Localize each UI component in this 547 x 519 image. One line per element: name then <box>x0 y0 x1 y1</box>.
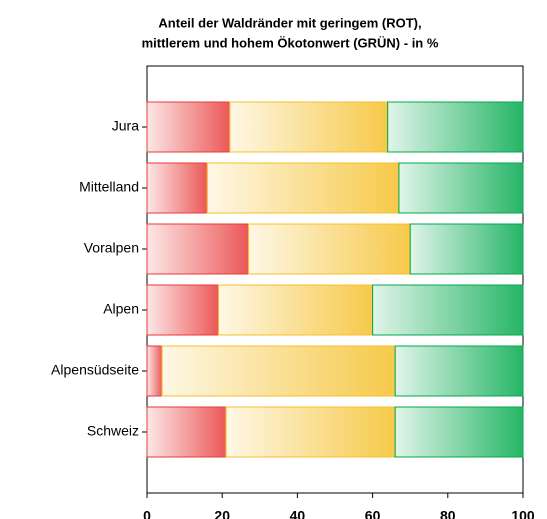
bar-segment <box>161 345 396 397</box>
bar-segment <box>146 284 219 336</box>
x-tick-label: 0 <box>143 508 151 519</box>
y-tick-label: Voralpen <box>84 240 139 256</box>
bar-segment <box>394 406 524 458</box>
y-tick-label: Alpensüdseite <box>51 362 139 378</box>
bar-segment <box>372 284 524 336</box>
bar-segment <box>146 345 163 397</box>
x-tick-label: 20 <box>214 508 230 519</box>
bar-segment <box>394 345 524 397</box>
bar-segment <box>229 101 389 153</box>
x-tick-label: 60 <box>365 508 381 519</box>
chart-title: Anteil der Waldränder mit geringem (ROT)… <box>158 15 421 30</box>
y-tick-label: Alpen <box>103 301 139 317</box>
bar-segment <box>409 223 524 275</box>
bar-segment <box>146 223 250 275</box>
bar-segment <box>217 284 374 336</box>
bar-segment <box>248 223 411 275</box>
x-tick-label: 100 <box>511 508 535 519</box>
y-tick-label: Mittelland <box>79 179 139 195</box>
bar-segment <box>387 101 524 153</box>
bar-segment <box>206 162 400 214</box>
y-tick-label: Schweiz <box>87 423 139 439</box>
bar-segment <box>225 406 396 458</box>
y-tick-label: Jura <box>112 118 139 134</box>
x-tick-label: 40 <box>290 508 306 519</box>
x-tick-label: 80 <box>440 508 456 519</box>
bar-segment <box>398 162 524 214</box>
bar-segment <box>146 406 227 458</box>
bar-segment <box>146 101 231 153</box>
plot-area <box>146 65 524 494</box>
bar-segment <box>146 162 208 214</box>
chart-title: mittlerem und hohem Ökotonwert (GRÜN) - … <box>142 35 439 50</box>
